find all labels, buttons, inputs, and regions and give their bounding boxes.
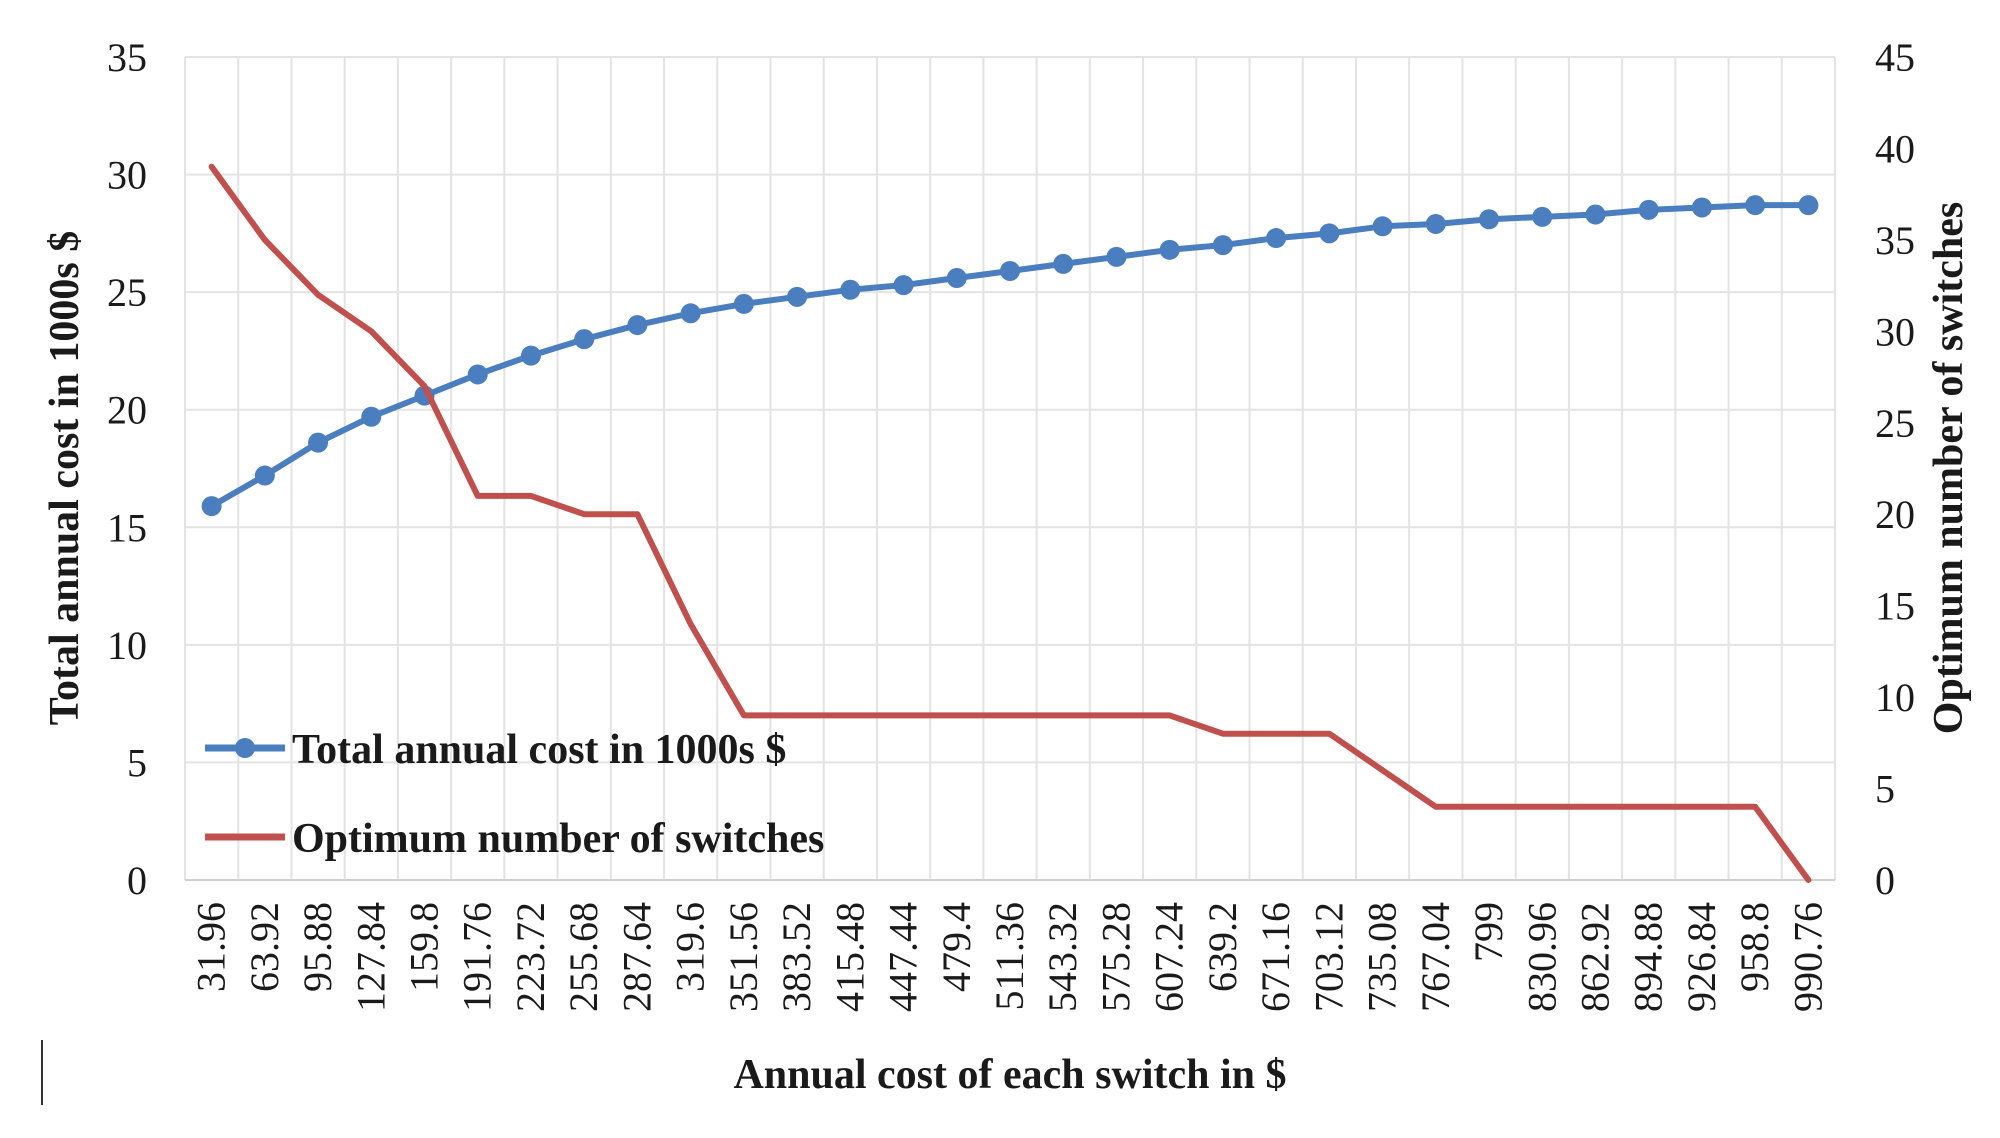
- x-tick-label: 287.64: [614, 902, 659, 1012]
- y-axis-right-title: Optimum number of switches: [1926, 202, 1972, 734]
- data-point-total-cost: [787, 286, 808, 307]
- y-right-tick-label: 35: [1875, 218, 1915, 263]
- x-tick-label: 63.92: [242, 902, 287, 992]
- y-left-tick-label: 35: [107, 35, 147, 80]
- x-tick-label: 639.2: [1200, 902, 1245, 992]
- y-right-tick-label: 30: [1875, 309, 1915, 354]
- data-point-total-cost: [574, 329, 595, 350]
- data-point-total-cost: [201, 496, 222, 517]
- x-tick-label: 223.72: [508, 902, 553, 1012]
- x-tick-label: 958.8: [1732, 902, 1777, 992]
- y-right-tick-label: 5: [1875, 767, 1895, 812]
- y-axis-left-title: Total annual cost in 1000s $: [42, 231, 88, 725]
- data-point-total-cost: [1212, 235, 1233, 256]
- x-tick-label: 575.28: [1093, 902, 1138, 1012]
- x-tick-label: 95.88: [295, 902, 340, 992]
- data-point-total-cost: [1266, 228, 1287, 249]
- data-point-total-cost: [1798, 195, 1819, 216]
- x-tick-label: 735.08: [1360, 902, 1405, 1012]
- gridlines: [184, 56, 1836, 881]
- y-left-tick-label: 25: [107, 270, 147, 315]
- legend-label-total-cost: Total annual cost in 1000s $: [292, 727, 786, 773]
- x-tick-label: 862.92: [1572, 902, 1617, 1012]
- data-point-total-cost: [254, 465, 275, 486]
- x-tick-label: 703.12: [1306, 902, 1351, 1012]
- x-tick-label: 159.8: [402, 902, 447, 992]
- x-tick-label: 31.96: [189, 902, 234, 992]
- y-right-tick-label: 10: [1875, 675, 1915, 720]
- data-point-total-cost: [308, 432, 329, 453]
- y-right-tick-label: 20: [1875, 492, 1915, 537]
- data-point-total-cost: [1638, 199, 1659, 220]
- y-left-tick-label: 10: [107, 623, 147, 668]
- x-tick-label: 830.96: [1519, 902, 1564, 1012]
- y-left-tick-label: 30: [107, 153, 147, 198]
- data-point-total-cost: [1106, 246, 1127, 267]
- data-point-total-cost: [1479, 209, 1500, 230]
- series: [201, 163, 1819, 883]
- x-tick-label: 383.52: [774, 902, 819, 1012]
- data-point-total-cost: [1053, 253, 1074, 274]
- data-point-total-cost: [840, 279, 861, 300]
- x-tick-label: 511.36: [987, 902, 1032, 1011]
- data-point-total-cost: [1532, 206, 1553, 227]
- data-point-total-cost: [1000, 260, 1020, 281]
- x-tick-label: 926.84: [1679, 902, 1724, 1012]
- x-tick-label: 127.84: [348, 902, 393, 1012]
- y-left-tick-label: 5: [127, 740, 147, 785]
- y-left-tick-label: 20: [107, 388, 147, 433]
- y-right-tick-label: 45: [1875, 35, 1915, 80]
- x-tick-label: 894.88: [1626, 902, 1671, 1012]
- data-point-total-cost: [1745, 195, 1766, 216]
- x-tick-label: 990.76: [1785, 902, 1830, 1012]
- y-right-tick-label: 0: [1875, 858, 1895, 903]
- data-point-total-cost: [520, 345, 541, 366]
- legend-label-optimum-switches: Optimum number of switches: [292, 816, 824, 862]
- x-tick-label: 671.16: [1253, 902, 1298, 1012]
- x-tick-label: 607.24: [1147, 902, 1192, 1012]
- data-point-total-cost: [946, 268, 967, 289]
- data-point-total-cost: [733, 293, 754, 314]
- axes: 0 5 10 15 20 25 30 35 0 5 10 15 20 25 30 35 40 45 31.96 63.…: [107, 35, 1915, 1012]
- x-tick-label: 767.04: [1413, 902, 1458, 1012]
- data-point-total-cost: [1159, 239, 1180, 260]
- data-point-total-cost: [467, 364, 488, 385]
- y-left-tick-label: 15: [107, 505, 147, 550]
- x-tick-label: 319.6: [668, 902, 713, 992]
- data-point-total-cost: [1319, 223, 1340, 244]
- data-point-total-cost: [893, 275, 914, 296]
- x-tick-label: 447.44: [881, 902, 926, 1012]
- x-axis-title: Annual cost of each switch in $: [733, 1052, 1286, 1098]
- x-tick-label: 543.32: [1040, 902, 1085, 1012]
- series-line-optimum-switches: [208, 163, 1812, 883]
- y-left-tick-label: 0: [127, 858, 147, 903]
- data-point-total-cost: [1691, 197, 1712, 218]
- data-point-total-cost: [361, 406, 382, 427]
- data-point-total-cost: [1372, 216, 1393, 237]
- data-point-total-cost: [1425, 213, 1446, 234]
- x-tick-label: 479.4: [934, 902, 979, 992]
- x-tick-label: 351.56: [721, 902, 766, 1012]
- y-right-tick-label: 40: [1875, 126, 1915, 171]
- x-tick-label: 255.68: [561, 902, 606, 1012]
- data-point-total-cost: [627, 315, 648, 336]
- y-right-tick-label: 25: [1875, 401, 1915, 446]
- legend: Total annual cost in 1000s $ Optimum num…: [205, 727, 824, 862]
- x-tick-label: 799: [1466, 902, 1511, 962]
- data-point-total-cost: [1585, 204, 1606, 225]
- x-tick-label: 415.48: [827, 902, 872, 1012]
- y-right-tick-label: 15: [1875, 584, 1915, 629]
- data-point-total-cost: [680, 303, 701, 324]
- legend-marker-total-cost: [235, 738, 255, 758]
- legend-item-optimum-switches: Optimum number of switches: [205, 816, 824, 862]
- x-tick-label: 191.76: [455, 902, 500, 1012]
- legend-item-total-cost: Total annual cost in 1000s $: [205, 727, 786, 773]
